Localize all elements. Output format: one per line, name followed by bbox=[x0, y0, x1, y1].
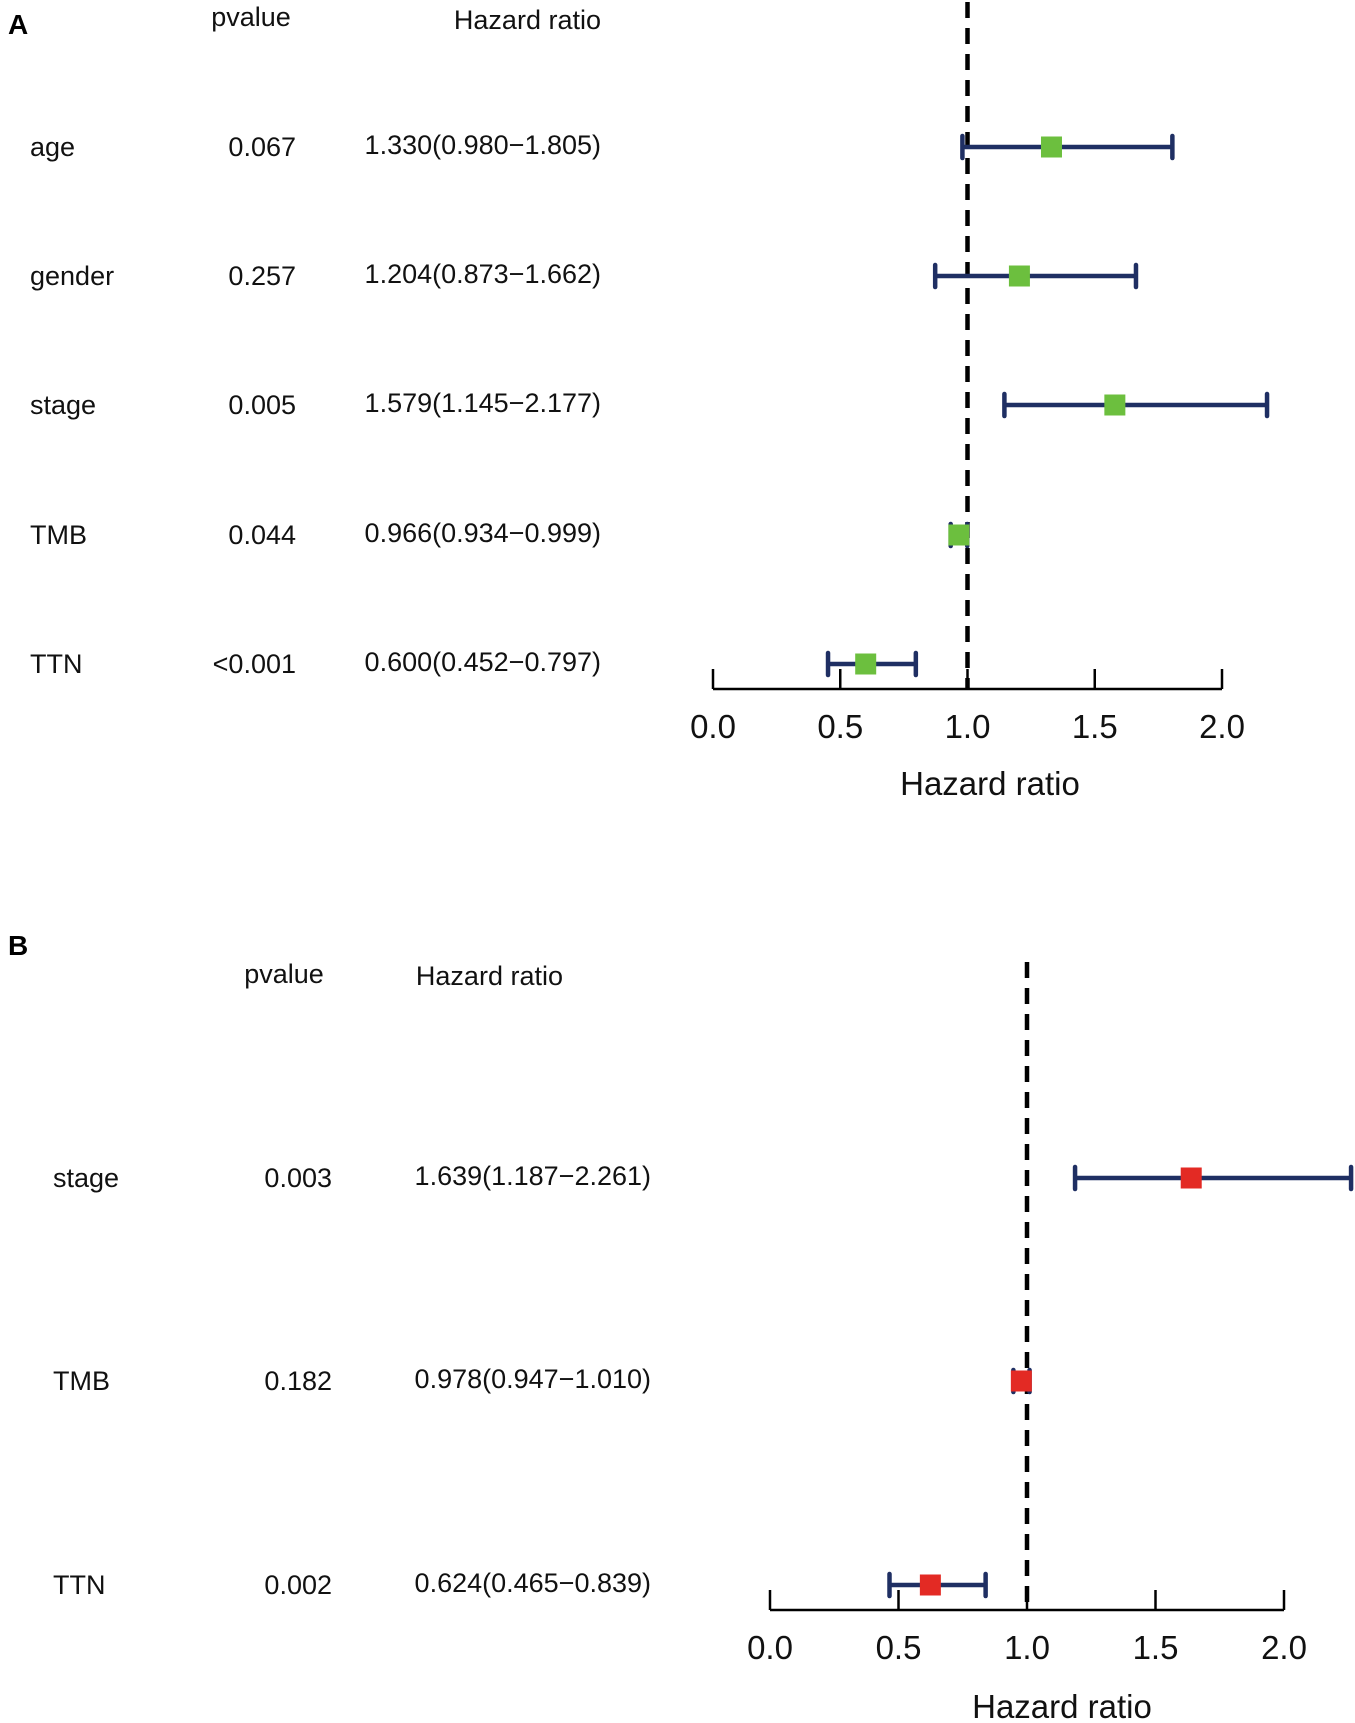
row-hr-text-a-gender: 1.204(0.873−1.662) bbox=[365, 259, 601, 289]
row-pvalue-a-age: 0.067 bbox=[228, 132, 296, 162]
hr-marker-b-tmb bbox=[1010, 1370, 1032, 1392]
row-pvalue-b-stage: 0.003 bbox=[264, 1163, 332, 1193]
row-hr-text-a-ttn: 0.600(0.452−0.797) bbox=[365, 647, 601, 677]
row-pvalue-b-ttn: 0.002 bbox=[264, 1570, 332, 1600]
row-hr-text-b-ttn: 0.624(0.465−0.839) bbox=[415, 1568, 651, 1598]
row-hr-text-a-age: 1.330(0.980−1.805) bbox=[365, 130, 601, 160]
panel-label-a: A bbox=[8, 9, 28, 40]
row-label-b-ttn: TTN bbox=[53, 1570, 105, 1600]
x-tick-label-a-1: 0.5 bbox=[817, 708, 863, 745]
hr-marker-a-stage bbox=[1104, 394, 1126, 416]
x-tick-label-b-3: 1.5 bbox=[1133, 1629, 1179, 1666]
hr-header-b: Hazard ratio bbox=[416, 961, 563, 991]
x-tick-label-b-0: 0.0 bbox=[747, 1629, 793, 1666]
hr-marker-b-ttn bbox=[919, 1574, 941, 1596]
row-pvalue-a-ttn: <0.001 bbox=[213, 649, 296, 679]
row-hr-text-b-stage: 1.639(1.187−2.261) bbox=[415, 1161, 651, 1191]
x-tick-label-b-2: 1.0 bbox=[1004, 1629, 1050, 1666]
row-hr-text-a-tmb: 0.966(0.934−0.999) bbox=[365, 518, 601, 548]
x-tick-label-b-1: 0.5 bbox=[876, 1629, 922, 1666]
x-tick-label-a-3: 1.5 bbox=[1072, 708, 1118, 745]
x-tick-label-a-4: 2.0 bbox=[1199, 708, 1245, 745]
panel-label-b: B bbox=[8, 930, 28, 961]
hr-header-a: Hazard ratio bbox=[454, 5, 601, 35]
hr-marker-a-ttn bbox=[855, 653, 877, 675]
hr-marker-a-tmb bbox=[948, 524, 970, 546]
row-label-a-tmb: TMB bbox=[30, 520, 87, 550]
row-pvalue-a-stage: 0.005 bbox=[228, 390, 296, 420]
hr-marker-a-age bbox=[1040, 136, 1062, 158]
x-tick-label-a-2: 1.0 bbox=[945, 708, 991, 745]
x-tick-label-b-4: 2.0 bbox=[1261, 1629, 1307, 1666]
pvalue-header-a: pvalue bbox=[211, 2, 291, 32]
hr-marker-a-gender bbox=[1008, 265, 1030, 287]
hr-marker-b-stage bbox=[1180, 1167, 1202, 1189]
row-label-a-gender: gender bbox=[30, 261, 114, 291]
row-pvalue-a-gender: 0.257 bbox=[228, 261, 296, 291]
row-label-a-age: age bbox=[30, 132, 75, 162]
x-tick-label-a-0: 0.0 bbox=[690, 708, 736, 745]
row-label-a-ttn: TTN bbox=[30, 649, 82, 679]
row-hr-text-a-stage: 1.579(1.145−2.177) bbox=[365, 388, 601, 418]
row-pvalue-a-tmb: 0.044 bbox=[228, 520, 296, 550]
row-pvalue-b-tmb: 0.182 bbox=[264, 1366, 332, 1396]
row-label-a-stage: stage bbox=[30, 390, 96, 420]
row-label-b-stage: stage bbox=[53, 1163, 119, 1193]
x-axis-label-a: Hazard ratio bbox=[900, 765, 1080, 802]
row-label-b-tmb: TMB bbox=[53, 1366, 110, 1396]
pvalue-header-b: pvalue bbox=[244, 959, 324, 989]
x-axis-label-b: Hazard ratio bbox=[972, 1688, 1152, 1723]
row-hr-text-b-tmb: 0.978(0.947−1.010) bbox=[415, 1364, 651, 1394]
